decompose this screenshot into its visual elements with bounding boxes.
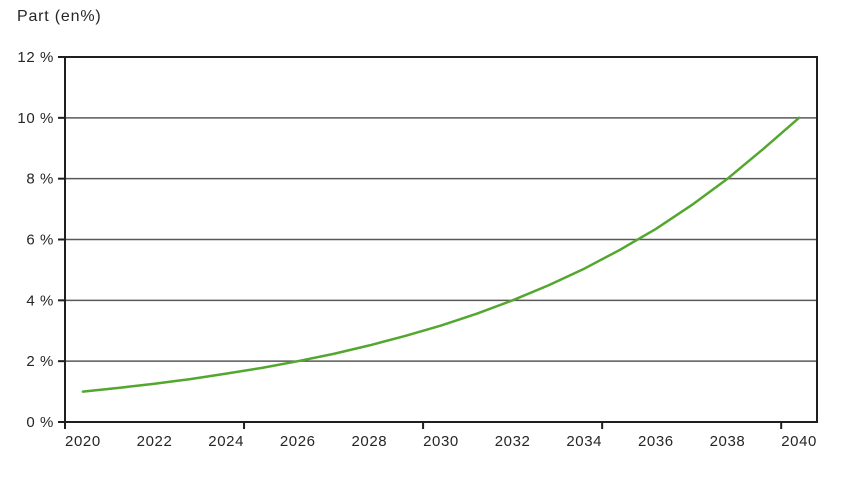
x-tick-label: 2030 [423, 433, 459, 450]
y-tick-label: 4 % [26, 292, 54, 309]
x-tick-label: 2026 [280, 433, 316, 450]
y-tick-label: 0 % [26, 414, 54, 431]
y-tick-label: 6 % [26, 232, 54, 249]
y-tick-label: 12 % [17, 49, 54, 66]
y-tick-label: 10 % [17, 110, 54, 127]
x-tick-label: 2032 [495, 433, 531, 450]
x-tick-label: 2024 [208, 433, 244, 450]
y-tick-label: 2 % [26, 353, 54, 370]
x-tick-label: 2022 [137, 433, 173, 450]
x-tick-label: 2040 [781, 433, 817, 450]
x-tick-label: 2020 [65, 433, 101, 450]
series-line [81, 116, 801, 393]
x-tick-label: 2028 [351, 433, 387, 450]
chart-title: Part (en%) [17, 8, 102, 25]
y-tick-label: 8 % [26, 171, 54, 188]
x-tick-label: 2036 [638, 433, 674, 450]
x-tick-label: 2038 [710, 433, 746, 450]
x-tick-label: 2034 [566, 433, 602, 450]
